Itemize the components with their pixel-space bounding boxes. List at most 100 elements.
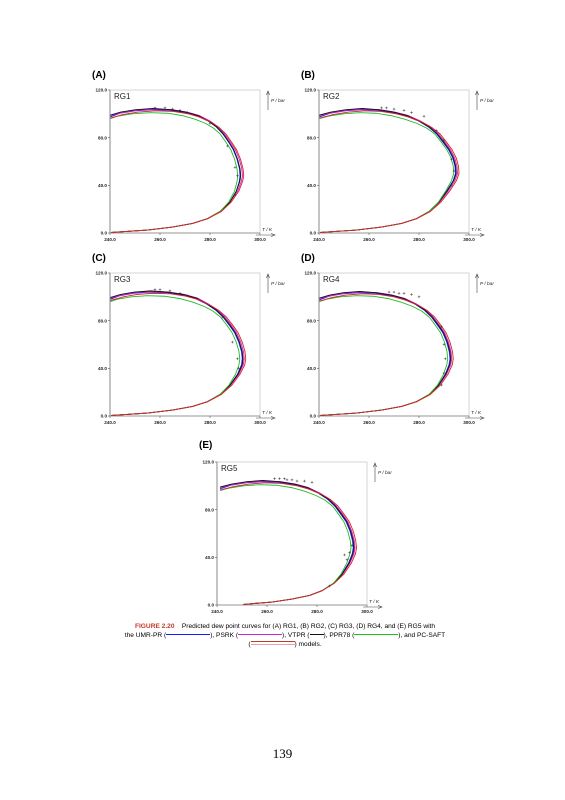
y-tick-label: 80.0	[98, 318, 107, 323]
x-arrow-head	[479, 233, 485, 237]
x-tick-label: 240.0	[211, 609, 223, 614]
series-line-umr-pr	[110, 109, 241, 233]
y-tick-label: 40.0	[98, 366, 107, 371]
experimental-point	[328, 584, 331, 588]
x-tick-label: 300.0	[254, 237, 266, 242]
experimental-point	[236, 174, 239, 178]
y-arrow-head	[266, 90, 270, 96]
x-arrow-head	[479, 416, 485, 420]
experimental-point	[443, 357, 447, 361]
page-number: 139	[272, 746, 293, 761]
y-arrow-head	[475, 90, 479, 96]
panel-letter-e: (E)	[199, 440, 213, 451]
experimental-point	[442, 138, 446, 142]
experimental-point	[417, 295, 421, 299]
y-axis-label: P / bar	[480, 281, 494, 287]
experimental-point	[410, 111, 413, 114]
experimental-point	[153, 288, 157, 291]
panel-label: RG2	[323, 92, 340, 101]
series-line-pc-saft	[319, 293, 454, 416]
x-tick-label: 300.0	[463, 420, 475, 425]
experimental-point	[450, 157, 453, 161]
x-tick-label: 280.0	[204, 420, 216, 425]
series-line-pc-saft	[319, 110, 460, 233]
x-tick-label: 260.0	[154, 237, 166, 242]
experimental-point	[231, 340, 234, 344]
panel-label: RG4	[323, 275, 340, 284]
y-axis-label: P / bar	[378, 470, 392, 476]
experimental-point	[440, 383, 443, 387]
y-tick-label: 80.0	[307, 135, 316, 140]
legend-line-vtpr	[309, 633, 324, 635]
y-tick-label: 120.0	[96, 88, 108, 93]
series-line-psrk	[319, 291, 453, 416]
experimental-point	[153, 106, 157, 110]
x-tick-label: 280.0	[204, 237, 216, 242]
experimental-point	[295, 479, 299, 483]
caption-text-3: ), PSRK (	[210, 632, 239, 639]
panel-letter-b: (B)	[301, 70, 315, 81]
series-line-pc-saft	[219, 482, 357, 605]
experimental-point	[350, 544, 354, 547]
y-axis-label: P / bar	[480, 98, 494, 104]
legend-line-umr-pr	[166, 633, 211, 635]
x-axis-label: T / K	[369, 599, 380, 605]
series-line-pc-saft	[110, 292, 247, 416]
caption-line-3: () models.	[100, 640, 470, 649]
series-line-ppr78	[110, 112, 239, 233]
series-line-psrk	[219, 480, 356, 605]
caption-text-2: the UMR-PR (	[124, 632, 167, 639]
experimental-point	[343, 553, 346, 557]
series-line-umr-pr	[110, 291, 243, 416]
y-tick-label: 0.0	[101, 231, 108, 236]
series-line-psrk	[319, 108, 458, 233]
experimental-point	[402, 291, 406, 295]
experimental-point	[178, 108, 182, 112]
figure-caption: FIGURE 2.20 Predicted dew point curves f…	[100, 622, 470, 649]
y-tick-label: 0.0	[310, 231, 317, 236]
panel-label: RG5	[221, 464, 238, 473]
experimental-point	[385, 106, 388, 110]
x-tick-label: 300.0	[361, 609, 373, 614]
chart-svg: 240.0 260.0 280.0 300.0 0.0 40.0 80.0 120.0 RG1 P…	[96, 88, 286, 242]
experimental-point	[380, 106, 383, 110]
caption-line-2: the UMR-PR (), PSRK (), VTPR (), PPR78 (…	[100, 631, 470, 640]
experimental-point	[392, 107, 396, 111]
y-tick-label: 120.0	[96, 271, 108, 276]
experimental-point	[171, 107, 174, 111]
experimental-point	[310, 480, 314, 484]
caption-text-6: ), and PC-SAFT	[398, 632, 446, 639]
experimental-point	[186, 111, 189, 114]
chart-svg: 240.0 260.0 280.0 300.0 0.0 40.0 80.0 120.0 RG2 P…	[305, 88, 495, 242]
x-arrow-head	[377, 605, 383, 609]
legend-line-pc-saft	[250, 641, 295, 646]
experimental-point	[290, 478, 294, 482]
series-line-vtpr	[110, 108, 242, 233]
x-tick-label: 280.0	[311, 609, 323, 614]
series-line-psrk	[110, 291, 245, 416]
experimental-point	[345, 558, 349, 562]
experimental-point	[285, 478, 289, 482]
experimental-point	[440, 325, 443, 328]
y-arrow-head	[475, 273, 479, 279]
x-tick-label: 260.0	[363, 420, 375, 425]
x-tick-label: 240.0	[313, 237, 325, 242]
chart-panel-a: 240.0 260.0 280.0 300.0 0.0 40.0 80.0 120.0 RG1 P…	[88, 84, 286, 242]
x-tick-label: 260.0	[154, 420, 166, 425]
y-tick-label: 80.0	[205, 507, 214, 512]
x-axis-label: T / K	[471, 227, 482, 233]
experimental-point	[236, 357, 239, 361]
series-line-vtpr	[219, 480, 355, 605]
y-axis-label: P / bar	[271, 281, 285, 287]
experimental-point	[387, 290, 391, 294]
x-axis-label: T / K	[471, 410, 482, 416]
x-tick-label: 260.0	[261, 609, 273, 614]
experimental-point	[422, 114, 426, 118]
chart-svg: 240.0 260.0 280.0 300.0 0.0 40.0 80.0 120.0 RG5 P…	[203, 460, 393, 614]
y-tick-label: 40.0	[307, 366, 316, 371]
series-line-umr-pr	[319, 109, 456, 233]
experimental-point	[226, 144, 229, 148]
experimental-point	[442, 371, 446, 375]
x-tick-label: 300.0	[254, 420, 266, 425]
chart-panel-d: 240.0 260.0 280.0 300.0 0.0 40.0 80.0 120.0 RG4 P…	[297, 267, 495, 425]
